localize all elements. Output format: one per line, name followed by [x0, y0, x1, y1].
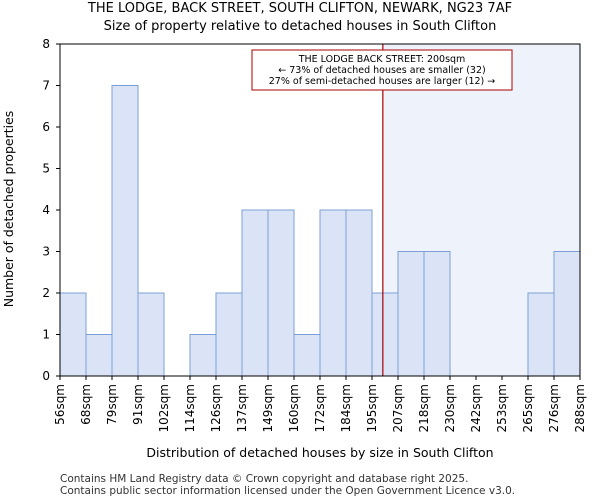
bar	[423, 251, 451, 377]
bar	[215, 292, 243, 377]
x-tick-label: 172sqm	[313, 384, 327, 432]
bar	[137, 292, 165, 377]
x-tick-label: 218sqm	[417, 384, 431, 432]
y-tick-label: 6	[42, 120, 50, 134]
histogram-chart: 0 1 2 3 4 5 6 7 8 56sqm 68sqm 79sqm 91sqm 102sqm 114sq…	[1, 37, 587, 460]
x-tick-label: 276sqm	[547, 384, 561, 432]
bar	[267, 209, 295, 377]
x-tick-label: 288sqm	[573, 384, 587, 432]
x-tick-label: 195sqm	[365, 384, 379, 432]
bar	[85, 334, 113, 377]
x-tick-label: 137sqm	[235, 384, 249, 432]
x-tick-label: 91sqm	[131, 384, 145, 425]
x-tick-label: 160sqm	[287, 384, 301, 432]
y-tick-label: 8	[42, 37, 50, 51]
footer-line-1: Contains HM Land Registry data © Crown c…	[60, 473, 469, 485]
x-tick-label: 102sqm	[157, 384, 171, 432]
x-tick-label: 253sqm	[495, 384, 509, 432]
x-tick-label: 242sqm	[469, 384, 483, 432]
y-tick-label: 3	[42, 245, 50, 259]
bar	[371, 292, 399, 377]
y-tick-label: 5	[42, 162, 50, 176]
chart-subtitle: Size of property relative to detached ho…	[103, 19, 497, 34]
x-tick-label: 184sqm	[339, 384, 353, 432]
bar	[189, 334, 217, 377]
x-tick-label: 114sqm	[183, 384, 197, 432]
bar	[397, 251, 425, 377]
x-tick-label: 230sqm	[443, 384, 457, 432]
x-tick-label: 207sqm	[391, 384, 405, 432]
footer-line-2: Contains public sector information licen…	[60, 485, 516, 497]
x-tick-label: 265sqm	[521, 384, 535, 432]
x-tick-label: 79sqm	[105, 384, 119, 425]
y-tick-label: 0	[42, 369, 50, 383]
bar	[111, 85, 139, 377]
y-axis-label: Number of detached properties	[1, 111, 16, 308]
chart-title: THE LODGE, BACK STREET, SOUTH CLIFTON, N…	[87, 1, 513, 16]
x-tick-label: 56sqm	[53, 384, 67, 425]
x-tick-label: 149sqm	[261, 384, 275, 432]
annotation-line: 27% of semi-detached houses are larger (…	[269, 76, 496, 87]
x-axis-label: Distribution of detached houses by size …	[146, 445, 493, 460]
bar	[527, 292, 555, 377]
bar	[345, 209, 373, 377]
bar	[293, 334, 321, 377]
annotation-box	[251, 49, 513, 91]
y-tick-label: 1	[42, 328, 50, 342]
bar	[59, 292, 87, 377]
y-tick-label: 7	[42, 79, 50, 93]
y-tick-label: 4	[42, 203, 50, 217]
bar	[319, 209, 347, 377]
x-tick-label: 126sqm	[209, 384, 223, 432]
bar	[241, 209, 269, 377]
bar	[553, 251, 581, 377]
y-tick-label: 2	[42, 286, 50, 300]
annotation-line: THE LODGE BACK STREET: 200sqm	[298, 54, 466, 65]
annotation-line: ← 73% of detached houses are smaller (32…	[278, 65, 485, 76]
x-tick-label: 68sqm	[79, 384, 93, 425]
